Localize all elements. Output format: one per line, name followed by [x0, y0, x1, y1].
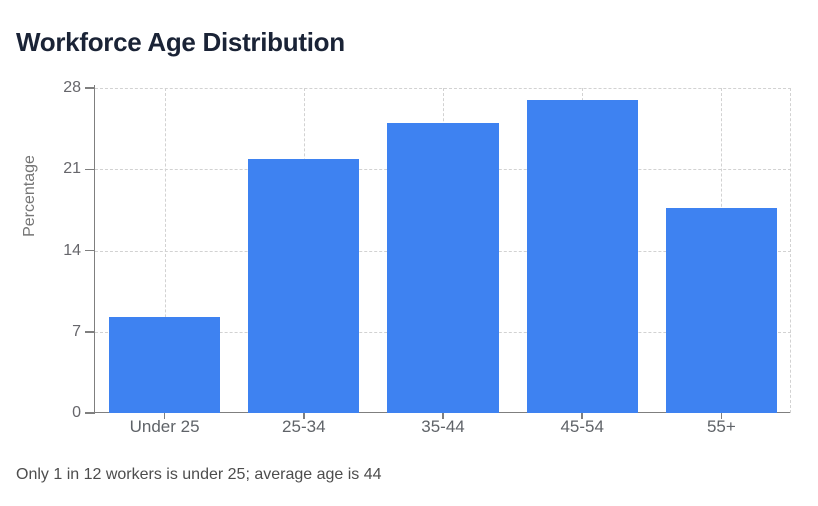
x-tick-mark [720, 413, 723, 419]
v-gridline-right-edge [790, 88, 791, 413]
y-tick-mark [85, 412, 95, 414]
bar-45-54[interactable] [526, 99, 638, 413]
y-tick-label: 21 [63, 160, 81, 178]
y-tick-label: 7 [72, 322, 81, 340]
v-gridline [164, 88, 166, 413]
bar-55+[interactable] [665, 207, 778, 413]
bar-25-34[interactable] [248, 158, 360, 413]
chart-title: Workforce Age Distribution [16, 27, 345, 57]
plot-area [95, 88, 791, 413]
y-tick-mark [85, 249, 95, 252]
y-tick-mark [85, 168, 95, 170]
bar-35-44[interactable] [387, 122, 499, 413]
x-tick-label: 25-34 [282, 417, 326, 436]
x-tick-mark [303, 413, 305, 419]
bar-under-25[interactable] [108, 316, 221, 413]
x-tick-label: 45-54 [560, 417, 604, 436]
y-tick-label: 0 [72, 404, 81, 421]
y-tick-label: 28 [63, 79, 81, 96]
x-tick-label: 35-44 [421, 417, 465, 436]
y-tick-mark [85, 87, 95, 89]
x-tick-label: Under 25 [129, 417, 200, 436]
y-tick-mark [85, 331, 95, 333]
x-tick-mark [442, 413, 444, 419]
y-tick-label: 14 [63, 241, 81, 259]
x-tick-label: 55+ [706, 417, 736, 436]
chart-caption: Only 1 in 12 workers is under 25; averag… [16, 466, 382, 483]
x-tick-mark [163, 413, 166, 419]
y-axis-line [93, 85, 95, 413]
x-tick-mark [581, 413, 583, 419]
